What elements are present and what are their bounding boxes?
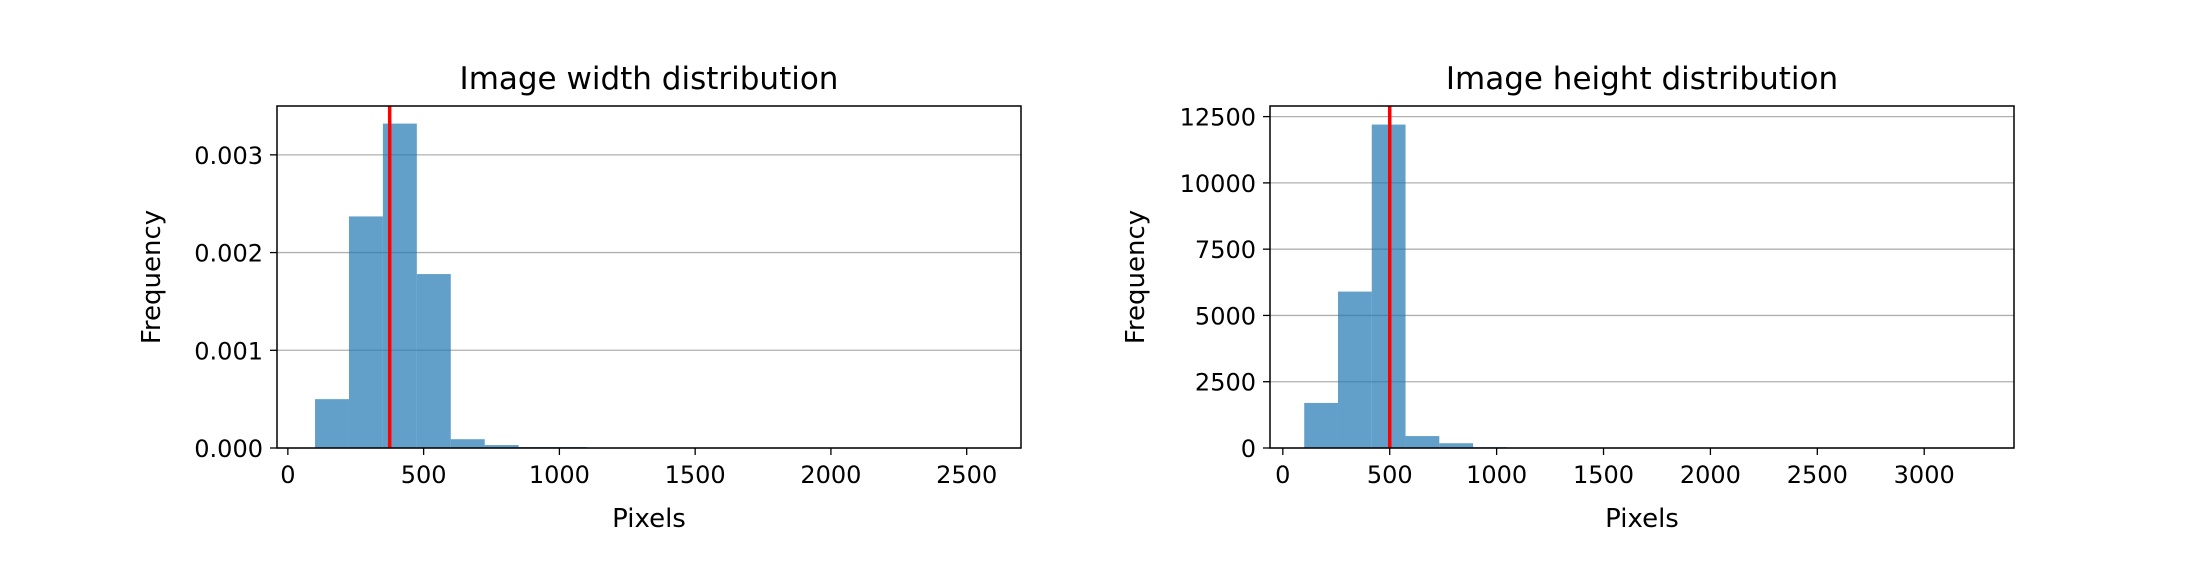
y-ticks: 0 2500 5000 7500 10000 12500 <box>1180 104 1270 463</box>
y-tick-label: 0.000 <box>194 435 263 463</box>
histogram-bars <box>1304 124 1507 448</box>
plot-frame <box>276 105 1022 449</box>
x-tick-label: 500 <box>1367 461 1413 489</box>
x-tick-label: 2000 <box>800 461 861 489</box>
y-tick-label: 0.002 <box>194 240 263 268</box>
y-tick-label: 10000 <box>1180 170 1256 198</box>
y-tick-label: 12500 <box>1180 104 1256 132</box>
y-tick-label: 0.001 <box>194 337 263 365</box>
x-ticks: 0 500 1000 1500 2000 2500 3000 <box>1275 448 1955 489</box>
x-tick-label: 0 <box>1275 461 1290 489</box>
y-tick-label: 0.003 <box>194 142 263 170</box>
histogram-bar <box>1405 436 1440 448</box>
x-tick-label: 1500 <box>665 461 726 489</box>
histogram-bar <box>315 399 349 448</box>
x-ticks: 0 500 1000 1500 2000 2500 <box>280 448 997 489</box>
x-tick-label: 2500 <box>1787 461 1848 489</box>
chart-width-distribution: 0 500 1000 1500 2000 2500 0.0000.0010.0020.00… <box>137 61 1022 534</box>
x-tick-label: 2000 <box>1680 461 1741 489</box>
y-axis-label: Frequency <box>137 210 167 344</box>
y-axis-label: Frequency <box>1121 210 1151 344</box>
y-tick-label: 2500 <box>1195 369 1256 397</box>
x-axis-label: Pixels <box>1605 504 1679 534</box>
x-tick-label: 1000 <box>529 461 590 489</box>
x-tick-label: 500 <box>401 461 447 489</box>
y-tick-label: 5000 <box>1195 302 1256 330</box>
plot-frame <box>1269 105 2015 449</box>
histogram-bar <box>1439 443 1474 448</box>
x-tick-label: 1000 <box>1466 461 1527 489</box>
x-axis-label: Pixels <box>612 504 686 534</box>
y-tick-label: 7500 <box>1195 236 1256 264</box>
x-tick-label: 0 <box>280 461 295 489</box>
chart-title: Image width distribution <box>460 61 839 97</box>
histogram-bar <box>484 445 519 448</box>
x-tick-label: 1500 <box>1573 461 1634 489</box>
histogram-bars <box>315 123 587 449</box>
y-tick-label: 0 <box>1241 435 1256 463</box>
histogram-bar <box>1337 291 1372 448</box>
y-ticks: 0.000 0.001 0.002 0.003 <box>194 142 277 463</box>
histogram-bar <box>348 216 383 448</box>
histogram-bar <box>416 274 451 448</box>
histogram-bar <box>1304 402 1338 448</box>
chart-height-distribution: 0 500 1000 1500 2000 2500 3000 0 2500 5000 7500 10… <box>1121 61 2015 534</box>
x-tick-label: 2500 <box>936 461 997 489</box>
histogram-bar <box>450 439 485 448</box>
x-tick-label: 3000 <box>1894 461 1955 489</box>
chart-title: Image height distribution <box>1446 61 1838 97</box>
